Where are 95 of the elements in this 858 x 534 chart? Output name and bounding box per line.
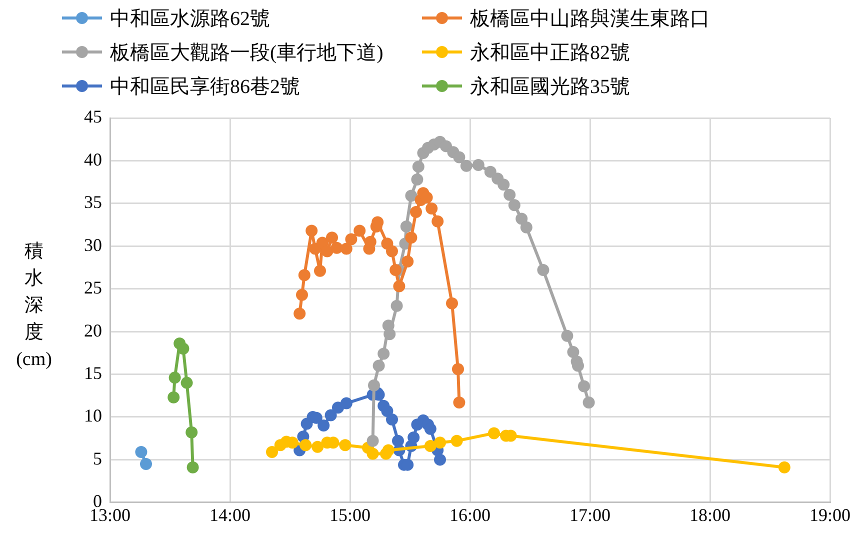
point xyxy=(340,242,352,255)
point xyxy=(294,308,306,320)
point xyxy=(405,232,418,244)
point xyxy=(393,280,406,292)
point xyxy=(411,174,424,186)
point xyxy=(382,444,394,456)
point xyxy=(450,434,463,447)
y-tick-label: 30 xyxy=(84,234,102,255)
point xyxy=(453,151,466,164)
point xyxy=(498,178,510,191)
x-tick-label: 14:00 xyxy=(209,504,251,525)
point xyxy=(452,363,464,376)
point xyxy=(504,188,516,201)
point xyxy=(405,190,418,202)
point xyxy=(460,160,472,172)
y-tick-label: 25 xyxy=(84,278,102,298)
x-tick-label: 15:00 xyxy=(329,504,371,525)
point xyxy=(312,440,324,453)
x-tick-label: 16:00 xyxy=(449,504,491,525)
point xyxy=(424,422,436,435)
point xyxy=(386,414,398,426)
point xyxy=(368,379,380,392)
point xyxy=(426,202,438,215)
point xyxy=(186,461,199,474)
point xyxy=(488,427,500,440)
point xyxy=(298,269,310,282)
point xyxy=(321,245,334,258)
legend-label: 中和區水源路62號 xyxy=(110,6,270,32)
point xyxy=(390,300,403,312)
point xyxy=(434,454,446,466)
point xyxy=(180,376,193,389)
legend-label: 板橋區中山路與漢生東路口 xyxy=(470,6,710,32)
point xyxy=(472,158,484,171)
y-tick-label: 15 xyxy=(84,363,102,383)
point xyxy=(318,420,330,432)
point xyxy=(408,431,420,444)
point xyxy=(410,206,422,218)
point xyxy=(386,245,398,258)
point xyxy=(177,342,190,355)
point xyxy=(339,439,352,452)
point xyxy=(520,221,532,234)
point xyxy=(314,264,326,277)
point xyxy=(390,264,402,276)
point xyxy=(484,166,496,178)
point xyxy=(140,458,152,470)
point xyxy=(266,446,278,458)
y-tick-label: 40 xyxy=(84,149,102,170)
point xyxy=(778,461,790,474)
point xyxy=(446,297,458,310)
point xyxy=(296,288,308,301)
point xyxy=(372,360,385,372)
point xyxy=(561,330,574,342)
point xyxy=(412,160,424,173)
point xyxy=(582,396,595,408)
point xyxy=(453,396,466,408)
y-axis-title: 積水深度(cm) xyxy=(15,240,53,372)
point xyxy=(384,328,396,340)
point xyxy=(186,426,198,438)
y-tick-label: 5 xyxy=(93,448,102,468)
point xyxy=(168,391,180,404)
point xyxy=(366,434,379,447)
point xyxy=(306,224,318,237)
y-tick-label: 20 xyxy=(84,320,102,340)
point xyxy=(135,446,148,458)
y-tick-label: 35 xyxy=(84,192,102,212)
x-tick-label: 19:00 xyxy=(809,504,851,525)
point xyxy=(378,348,390,360)
y-tick-label: 10 xyxy=(84,406,102,426)
point xyxy=(340,397,352,410)
point xyxy=(354,224,366,237)
point xyxy=(326,232,338,244)
point xyxy=(424,440,436,452)
point xyxy=(434,436,446,449)
point xyxy=(578,380,590,392)
point xyxy=(537,264,550,276)
point xyxy=(364,236,376,248)
legend-label: 永和區國光路35號 xyxy=(470,74,630,100)
point xyxy=(508,199,520,212)
x-tick-label: 17:00 xyxy=(569,504,611,525)
legend-label: 板橋區大觀路一段(車行地下道) xyxy=(110,40,384,66)
point xyxy=(300,439,312,452)
point xyxy=(402,256,414,268)
legend-label: 中和區民享街86巷2號 xyxy=(110,74,300,100)
point xyxy=(432,215,444,228)
point xyxy=(168,372,181,384)
y-tick-label: 45 xyxy=(84,106,102,127)
point xyxy=(345,233,358,246)
point xyxy=(381,405,394,417)
x-tick-label: 18:00 xyxy=(689,504,731,525)
point xyxy=(400,220,412,232)
point xyxy=(567,346,580,358)
legend-label: 永和區中正路82號 xyxy=(470,40,630,66)
point xyxy=(516,212,528,225)
point xyxy=(324,409,337,422)
point xyxy=(366,448,379,460)
